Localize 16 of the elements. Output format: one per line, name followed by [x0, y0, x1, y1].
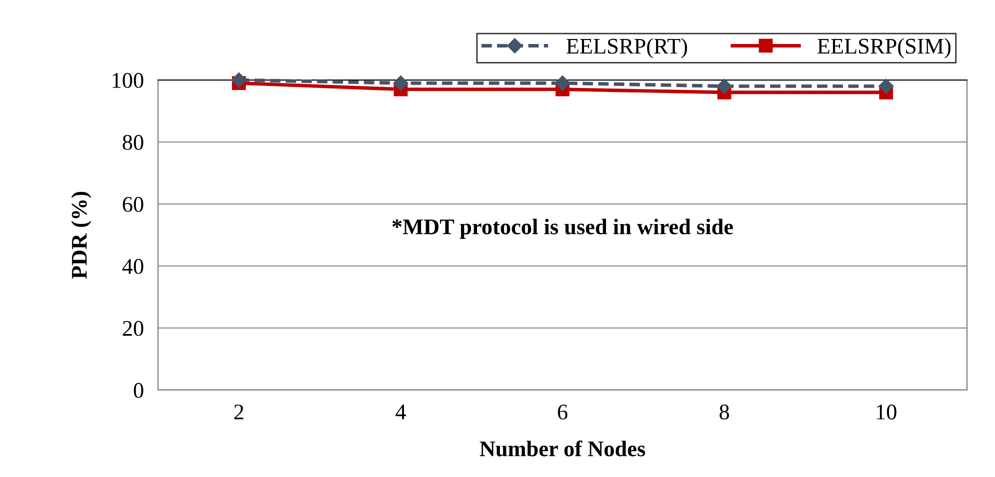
y-tick-label: 60 [122, 196, 144, 212]
x-tick-label: 8 [720, 404, 730, 420]
annotation: *MDT protocol is used in wired side [392, 218, 733, 239]
x-axis-title: Number of Nodes [480, 440, 646, 456]
x-tick-label: 2 [234, 404, 244, 420]
y-tick-label: 20 [122, 320, 144, 336]
legend-label: EELSRP(SIM) [818, 38, 950, 58]
x-tick-label: 6 [558, 404, 568, 420]
x-tick-label: 10 [876, 404, 896, 420]
y-tick-label: 40 [122, 258, 144, 274]
y-axis-title: PDR (%) [71, 192, 92, 279]
y-tick-label: 100 [112, 72, 144, 88]
legend-label: EELSRP(RT) [566, 38, 688, 58]
y-tick-label: 80 [122, 134, 144, 150]
x-tick-label: 4 [396, 404, 406, 420]
y-tick-label: 0 [134, 382, 144, 398]
